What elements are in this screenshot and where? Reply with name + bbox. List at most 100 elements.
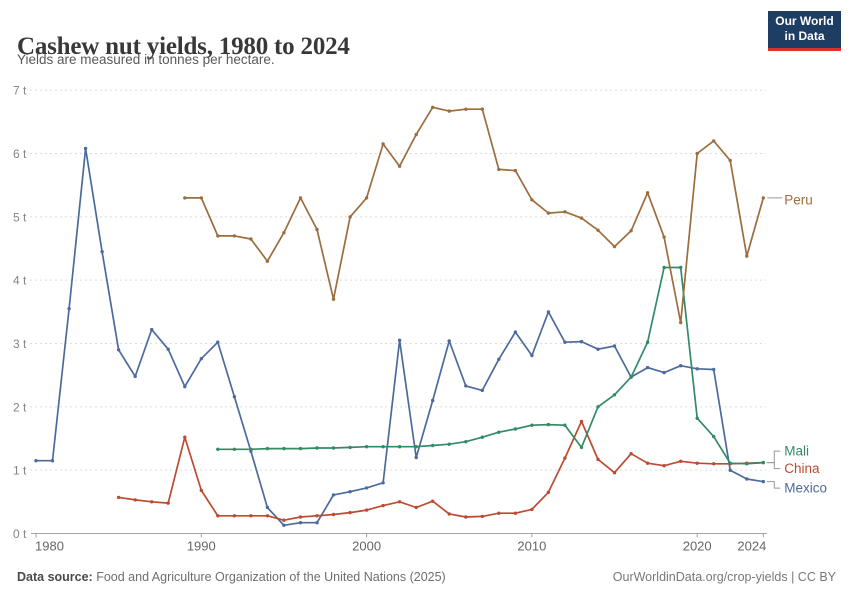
data-point-mali — [331, 446, 336, 450]
data-point-peru — [381, 142, 385, 146]
data-point-peru — [513, 168, 518, 173]
data-point-peru — [414, 132, 418, 137]
y-tick-label-0: 0 t — [13, 527, 27, 541]
data-source-label: Data source: — [17, 570, 93, 584]
data-point-mexico — [480, 388, 484, 393]
data-point-mali — [464, 440, 468, 444]
data-point-china — [546, 490, 551, 494]
data-point-mali — [645, 340, 650, 344]
data-point-mali — [629, 375, 633, 379]
data-point-china — [513, 511, 518, 515]
data-point-china — [183, 435, 187, 439]
data-point-mali — [265, 446, 270, 451]
data-point-mexico — [83, 146, 88, 151]
data-point-peru — [480, 107, 484, 111]
data-point-china — [645, 461, 650, 465]
data-point-mali — [596, 405, 600, 409]
data-point-mexico — [679, 364, 683, 368]
data-point-mexico — [546, 310, 551, 314]
data-point-china — [133, 498, 137, 502]
label-connector-mali — [766, 450, 781, 464]
data-point-mexico — [712, 367, 716, 372]
data-point-mali — [480, 435, 484, 439]
chart-canvas: 0 t 1 t 2 t 3 t 4 t 5 t 6 t 7 t 1980 1990 2000 2010… — [13, 84, 827, 554]
owid-logo-line1: Our World — [775, 14, 834, 28]
data-point-mexico — [364, 486, 369, 490]
data-point-mali — [695, 416, 699, 420]
data-point-peru — [464, 107, 468, 111]
data-point-mexico — [745, 477, 749, 481]
series-line-mexico[interactable] — [36, 147, 764, 527]
data-point-mexico — [761, 479, 765, 484]
footer-link[interactable]: OurWorldinData.org/crop-yields | CC BY — [612, 570, 836, 584]
data-point-peru — [563, 210, 567, 214]
data-point-mexico — [464, 384, 468, 388]
series-label-china[interactable]: China — [784, 461, 820, 476]
data-point-peru — [397, 164, 402, 168]
data-point-mexico — [50, 459, 55, 463]
data-point-peru — [530, 198, 534, 202]
series-label-peru[interactable]: Peru — [784, 192, 813, 207]
data-point-peru — [298, 196, 303, 200]
data-point-china — [298, 515, 303, 519]
data-point-china — [497, 511, 501, 515]
data-point-peru — [579, 216, 584, 220]
data-point-peru — [546, 211, 551, 215]
label-connector-mexico — [766, 481, 781, 489]
data-point-mali — [298, 446, 303, 451]
data-point-china — [464, 515, 468, 519]
data-point-peru — [596, 228, 600, 232]
data-point-peru — [331, 297, 336, 301]
data-point-mexico — [662, 370, 666, 375]
data-point-china — [348, 510, 352, 515]
data-point-china — [397, 500, 402, 504]
data-point-china — [216, 514, 220, 518]
data-point-china — [712, 462, 716, 466]
data-point-mexico — [695, 367, 699, 371]
series-label-mali[interactable]: Mali — [784, 444, 809, 459]
x-tick-label-1980: 1980 — [35, 539, 64, 554]
data-point-china — [447, 512, 451, 516]
page-subtitle: Yields are measured in tonnes per hectar… — [17, 52, 275, 67]
data-point-mexico — [579, 339, 584, 344]
series-line-peru[interactable] — [184, 106, 765, 324]
series-line-china[interactable] — [118, 420, 764, 522]
data-point-peru — [249, 237, 253, 241]
data-point-mexico — [133, 374, 137, 379]
data-point-china — [166, 501, 170, 505]
data-point-china — [331, 512, 336, 517]
owid-logo[interactable]: Our World in Data — [768, 11, 841, 51]
data-point-china — [116, 495, 121, 500]
data-point-mali — [348, 445, 352, 450]
data-point-peru — [645, 191, 650, 195]
data-point-peru — [662, 235, 666, 239]
data-point-peru — [315, 227, 319, 232]
data-point-mali — [397, 445, 402, 449]
data-point-mexico — [216, 340, 220, 344]
data-point-mexico — [315, 521, 319, 525]
y-tick-label-2: 2 t — [13, 400, 27, 414]
y-tick-label-1: 1 t — [13, 464, 27, 478]
data-point-mali — [282, 446, 286, 451]
data-point-china — [612, 471, 617, 475]
data-point-mexico — [414, 455, 418, 460]
series-label-mexico[interactable]: Mexico — [784, 481, 827, 496]
data-point-peru — [199, 196, 203, 200]
data-point-mexico — [645, 365, 650, 370]
data-point-mali — [381, 445, 385, 449]
data-point-mexico — [612, 344, 617, 348]
data-point-mali — [579, 445, 584, 450]
data-point-mali — [497, 430, 501, 434]
data-point-mexico — [100, 250, 104, 254]
data-point-china — [596, 457, 600, 462]
data-point-peru — [447, 109, 451, 113]
data-point-peru — [232, 234, 237, 238]
data-point-china — [662, 464, 666, 468]
data-point-mali — [513, 427, 518, 431]
y-tick-label-7: 7 t — [13, 84, 27, 98]
data-point-peru — [497, 167, 501, 172]
data-point-china — [282, 518, 286, 522]
series-line-mali[interactable] — [217, 266, 764, 465]
data-point-mexico — [232, 395, 237, 399]
label-connector-china — [766, 462, 781, 470]
